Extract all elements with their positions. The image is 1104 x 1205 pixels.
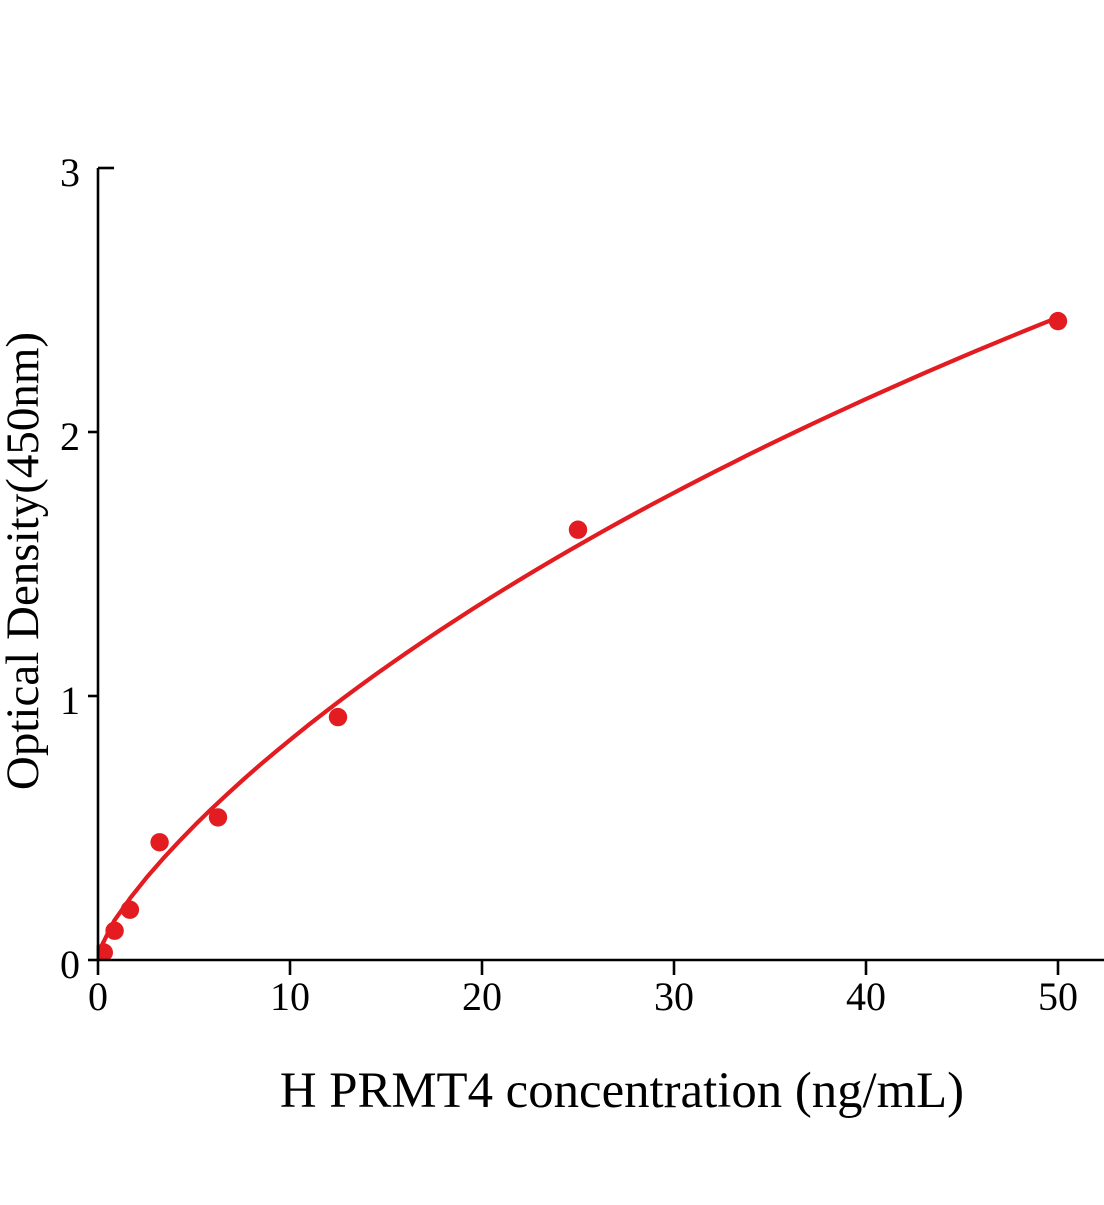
svg-text:3: 3 bbox=[60, 150, 80, 195]
svg-text:30: 30 bbox=[654, 974, 694, 1019]
svg-text:0: 0 bbox=[60, 942, 80, 987]
svg-text:H PRMT4 concentration (ng/mL): H PRMT4 concentration (ng/mL) bbox=[280, 1062, 964, 1118]
svg-text:2: 2 bbox=[60, 414, 80, 459]
svg-text:50: 50 bbox=[1038, 974, 1078, 1019]
svg-text:20: 20 bbox=[462, 974, 502, 1019]
svg-text:0: 0 bbox=[88, 974, 108, 1019]
svg-text:Optical Density(450nm): Optical Density(450nm) bbox=[0, 332, 49, 790]
svg-text:10: 10 bbox=[270, 974, 310, 1019]
svg-text:1: 1 bbox=[60, 678, 80, 723]
svg-text:40: 40 bbox=[846, 974, 886, 1019]
